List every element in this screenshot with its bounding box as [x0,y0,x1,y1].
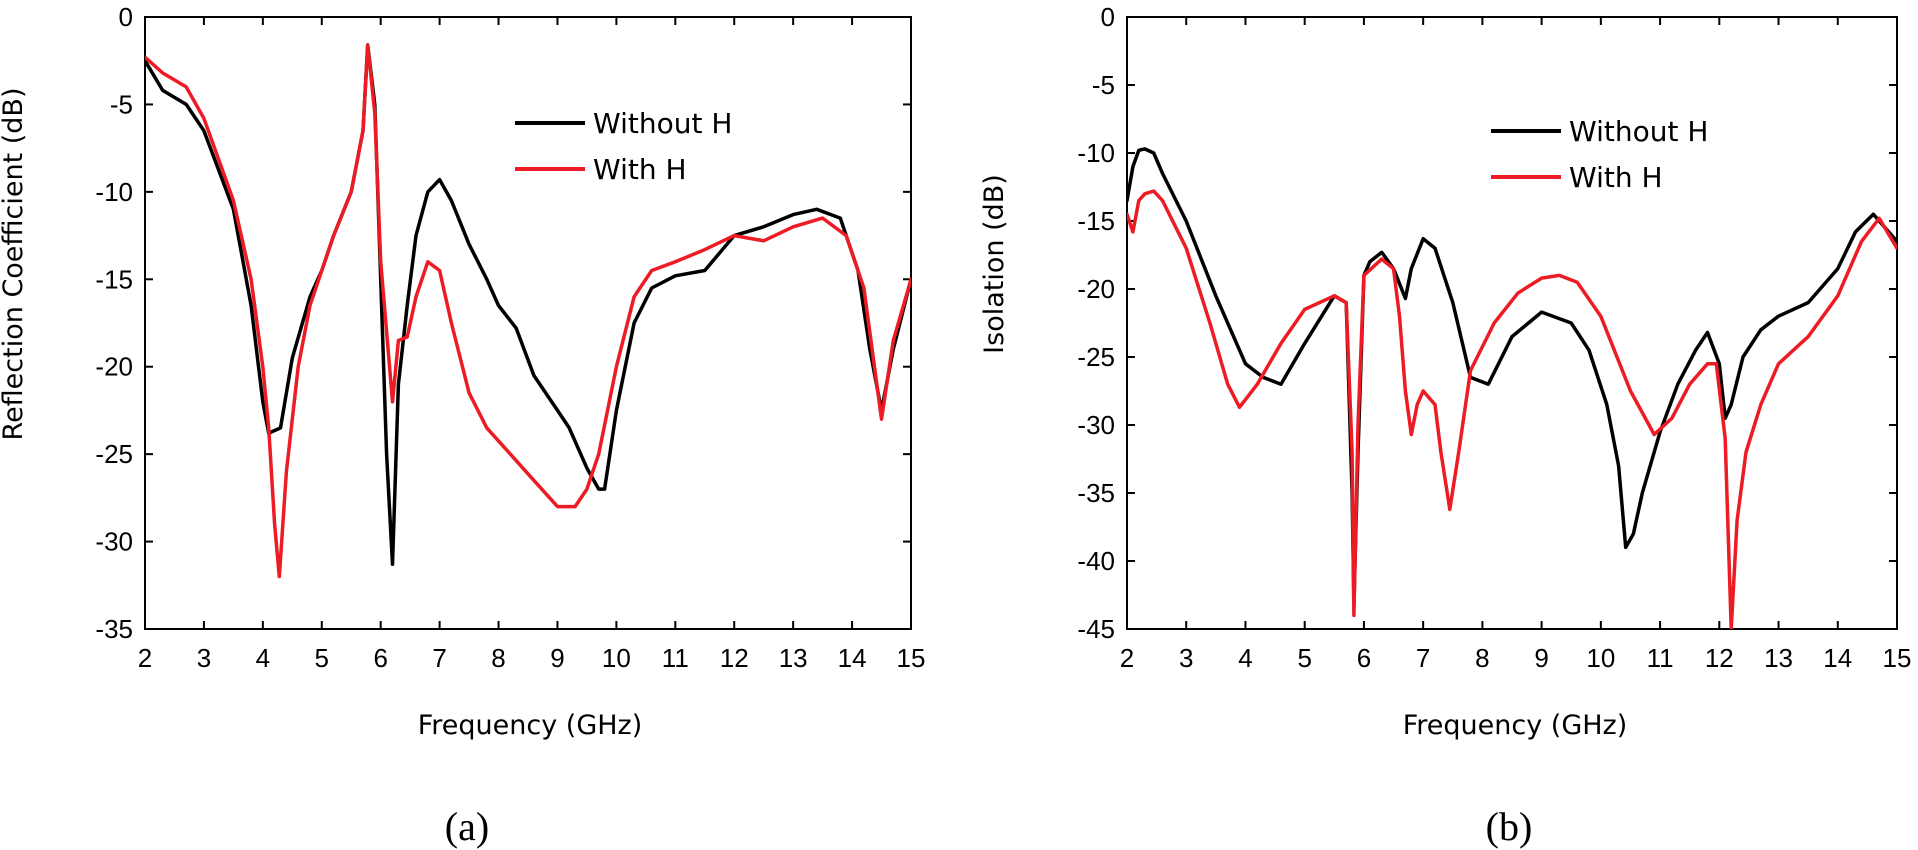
x-tick-label: 11 [662,643,689,673]
x-tick-label: 8 [1475,643,1489,673]
x-tick-label: 6 [373,643,387,673]
x-tick-label: 7 [1416,643,1430,673]
x-tick-label: 10 [602,643,631,673]
y-tick-label: -35 [1077,478,1115,508]
x-tick-label: 10 [1586,643,1615,673]
x-tick-label: 12 [720,643,749,673]
y-tick-label: 0 [119,2,133,32]
series-line-with-h [1127,189,1897,629]
series-line-with-h [145,43,911,579]
x-tick-label: 8 [491,643,505,673]
series-line-without-h [1127,147,1897,607]
x-tick-label: 4 [256,643,270,673]
y-tick-label: -45 [1077,614,1115,644]
y-tick-label: -15 [1077,206,1115,236]
x-tick-label: 13 [1764,643,1793,673]
chart-b-xlabel: Frequency (GHz) [1403,710,1628,741]
x-tick-label: 12 [1705,643,1734,673]
x-tick-label: 7 [432,643,446,673]
y-tick-label: -15 [95,264,133,294]
x-tick-label: 2 [138,643,152,673]
y-tick-label: -30 [1077,410,1115,440]
x-tick-label: 3 [1179,643,1193,673]
y-tick-label: -30 [95,527,133,557]
y-tick-label: -5 [110,89,133,119]
x-tick-label: 2 [1120,643,1134,673]
x-tick-label: 5 [315,643,329,673]
x-tick-label: 15 [897,643,926,673]
x-tick-label: 4 [1238,643,1252,673]
x-tick-label: 14 [838,643,867,673]
y-tick-label: -25 [1077,342,1115,372]
y-tick-label: -10 [95,177,133,207]
x-tick-label: 6 [1357,643,1371,673]
chart-b-panel-label: (b) [1486,804,1533,849]
plot-frame [144,16,912,630]
chart-a-ylabel: Reflection Coefficient (dB) [0,88,29,441]
chart-a-reflection-coefficient: Reflection Coefficient (dB) Frequency (G… [0,2,925,849]
chart-b-isolation: Isolation (dB) Frequency (GHz) (b) 2 3 4 5 6… [979,2,1911,849]
chart-a-panel-label: (a) [445,804,489,849]
y-tick-label: -35 [95,614,133,644]
x-tick-label: 5 [1297,643,1311,673]
legend-label-without-h: Without H [1569,115,1708,148]
legend-label-without-h: Without H [593,107,732,140]
y-tick-label: -5 [1092,70,1115,100]
series-line-without-h [145,43,911,567]
chart-b-ylabel: Isolation (dB) [979,174,1010,354]
x-tick-label: 9 [550,643,564,673]
chart-a-xlabel: Frequency (GHz) [418,710,643,741]
legend-label-with-h: With H [1569,161,1663,194]
x-tick-label: 11 [1647,643,1674,673]
y-tick-label: -40 [1077,546,1115,576]
x-tick-label: 9 [1534,643,1548,673]
plot-frame [1126,16,1898,630]
y-tick-label: 0 [1101,2,1115,32]
y-tick-label: -10 [1077,138,1115,168]
y-tick-label: -20 [1077,274,1115,304]
y-tick-label: -25 [95,439,133,469]
x-tick-label: 3 [197,643,211,673]
legend-label-with-h: With H [593,153,687,186]
x-tick-label: 14 [1823,643,1852,673]
x-tick-label: 13 [779,643,808,673]
y-tick-label: -20 [95,352,133,382]
x-tick-label: 15 [1883,643,1912,673]
